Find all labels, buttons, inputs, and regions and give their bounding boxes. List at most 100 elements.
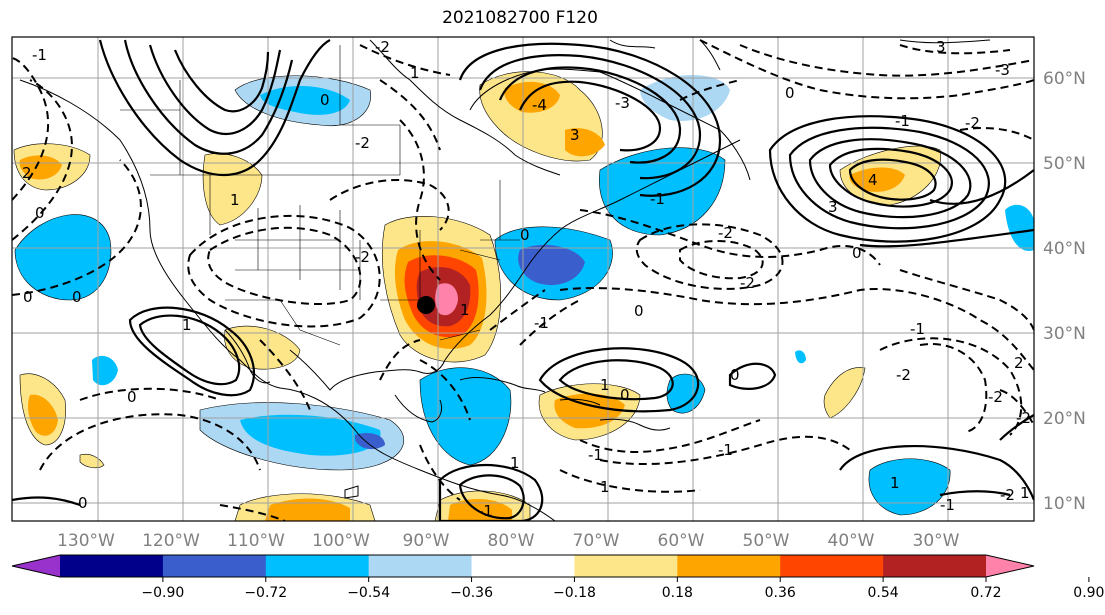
contour-label: 1 xyxy=(1020,484,1030,502)
contour-label: -1 xyxy=(588,446,603,464)
political-borders xyxy=(120,45,520,346)
contour-label: -2 xyxy=(355,248,370,266)
colorbar-tick-label: 0.18 xyxy=(662,585,693,601)
colorbar-tick-label: −0.54 xyxy=(347,585,390,601)
lon-label: 100°W xyxy=(312,531,370,551)
contour-label: 2 xyxy=(22,164,32,182)
negative-anomaly-northeast xyxy=(599,147,726,236)
contour-label: 1 xyxy=(890,474,900,492)
colorbar-segment xyxy=(471,555,575,577)
contour-labels: -1 -2 1 0 -2 3 -3 0 -2 -1 0 3 -3 -4 2 1 … xyxy=(22,38,1031,520)
contour-label: -1 xyxy=(895,112,910,130)
contour-label: -3 xyxy=(615,94,630,112)
longitude-labels: 130°W 120°W 110°W 100°W 90°W 80°W 70°W 6… xyxy=(57,531,960,551)
lon-label: 130°W xyxy=(57,531,115,551)
contour-label: 1 xyxy=(230,191,240,209)
colorbar-segment xyxy=(883,555,987,577)
contour-label: 1 xyxy=(510,454,520,472)
lon-label: 80°W xyxy=(488,531,535,551)
contour-label: 4 xyxy=(868,171,878,189)
contour-label: 1 xyxy=(600,478,610,496)
colorbar-segment xyxy=(574,555,678,577)
colorbar-segment xyxy=(780,555,884,577)
contour-label: 0 xyxy=(634,302,644,320)
colorbar-tick-label: 0.54 xyxy=(868,585,899,601)
negative-contours xyxy=(12,39,1034,521)
contour-label: 3 xyxy=(828,198,838,216)
contour-label: -2 xyxy=(988,388,1003,406)
lat-label: 40°N xyxy=(1043,239,1086,259)
lon-label: 90°W xyxy=(403,531,450,551)
lon-label: 40°W xyxy=(828,531,875,551)
lon-label: 110°W xyxy=(227,531,285,551)
contour-label: -2 xyxy=(1016,409,1031,427)
colorbar-tick-label: −0.90 xyxy=(141,585,184,601)
colorbar-tick-label: 0.90 xyxy=(1073,585,1104,601)
contour-label: 0 xyxy=(127,388,137,406)
colorbar-tick-label: 0.72 xyxy=(970,585,1001,601)
contour-label: -1 xyxy=(718,441,733,459)
colorbar-extend-high xyxy=(986,555,1034,577)
contour-label: 0 xyxy=(852,244,862,262)
contour-label: -2 xyxy=(965,114,980,132)
contour-label: 3 xyxy=(570,126,580,144)
colorbar-segment xyxy=(60,555,164,577)
lat-label: 30°N xyxy=(1043,324,1086,344)
contour-label: 0 xyxy=(78,494,88,512)
contour-label: -4 xyxy=(532,96,547,114)
contour-label: 0 xyxy=(72,288,82,306)
contour-label: 3 xyxy=(936,38,946,56)
contour-label: -1 xyxy=(478,502,493,520)
contour-label: -2 xyxy=(355,134,370,152)
map-frame xyxy=(11,36,1035,522)
contour-label: -3 xyxy=(995,61,1010,79)
contour-label: 1 xyxy=(460,301,470,319)
colorbar-tick-label: −0.18 xyxy=(553,585,596,601)
contour-label: 0 xyxy=(785,84,795,102)
lat-label: 60°N xyxy=(1043,69,1086,89)
colorbar-tick-label: 0.36 xyxy=(765,585,796,601)
contour-label: -2 xyxy=(1000,486,1015,504)
contour-label: 2 xyxy=(1014,354,1024,372)
contour-label: -2 xyxy=(375,38,390,56)
latitude-labels: 60°N 50°N 40°N 30°N 20°N 10°N xyxy=(1043,69,1086,514)
map-content: -1 -2 1 0 -2 3 -3 0 -2 -1 0 3 -3 -4 2 1 … xyxy=(12,37,1034,521)
contour-label: -2 xyxy=(718,224,733,242)
storm-center-marker xyxy=(417,296,435,314)
contour-label: -1 xyxy=(940,496,955,514)
lon-label: 50°W xyxy=(743,531,790,551)
contour-label: 0 xyxy=(620,386,630,404)
colorbar-segment xyxy=(677,555,781,577)
contour-label: 0 xyxy=(35,204,45,222)
contour-label: -2 xyxy=(740,274,755,292)
colorbar-extend-low xyxy=(12,555,60,577)
colorbar-outline xyxy=(11,554,1035,578)
positive-contours xyxy=(12,39,1034,521)
contour-label: 0 xyxy=(730,366,740,384)
colorbar-tick-label: −0.36 xyxy=(450,585,493,601)
lat-label: 50°N xyxy=(1043,154,1086,174)
colorbar-segment xyxy=(265,555,370,577)
colorbar: −0.90 −0.72 −0.54 −0.36 −0.18 0.18 0.36 0.54 0.7… xyxy=(11,554,1104,601)
contour-label: 1 xyxy=(410,64,420,82)
contour-label: -1 xyxy=(910,320,925,338)
lon-label: 60°W xyxy=(658,531,705,551)
contour-label: -1 xyxy=(650,190,665,208)
contour-label: -1 xyxy=(534,314,549,332)
lon-label: 70°W xyxy=(573,531,620,551)
contour-label: -2 xyxy=(896,366,911,384)
lon-label: 30°W xyxy=(913,531,960,551)
contour-label: 0 xyxy=(520,226,530,244)
contour-label: -1 xyxy=(32,46,47,64)
contour-label: 0 xyxy=(320,91,330,109)
contour-label: 1 xyxy=(600,376,610,394)
lon-label: 120°W xyxy=(142,531,200,551)
lat-label: 20°N xyxy=(1043,409,1086,429)
colorbar-segment xyxy=(162,555,267,577)
contour-label: 1 xyxy=(182,316,192,334)
contour-label: 0 xyxy=(23,288,33,306)
negative-anomaly-west-pacific xyxy=(14,214,112,301)
colorbar-segment xyxy=(368,555,473,577)
map-title: 2021082700 F120 xyxy=(442,8,598,28)
